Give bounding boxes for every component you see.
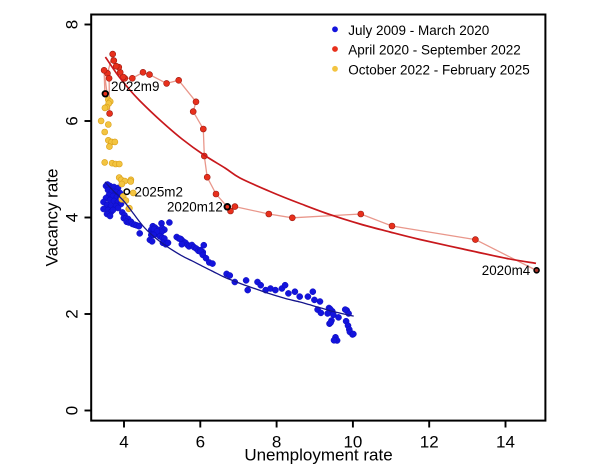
svg-text:2020m12: 2020m12 — [167, 200, 223, 215]
svg-text:6: 6 — [62, 116, 81, 125]
svg-text:2: 2 — [62, 309, 81, 318]
svg-text:14: 14 — [496, 432, 515, 451]
svg-text:0: 0 — [62, 406, 81, 415]
svg-text:July 2009 - March 2020: July 2009 - March 2020 — [348, 23, 489, 38]
svg-text:2022m9: 2022m9 — [111, 79, 159, 94]
svg-text:2025m2: 2025m2 — [135, 184, 183, 199]
svg-text:10: 10 — [343, 432, 362, 451]
svg-text:2020m4: 2020m4 — [482, 263, 531, 278]
svg-text:12: 12 — [420, 432, 439, 451]
svg-text:Unemployment rate: Unemployment rate — [244, 446, 392, 465]
svg-text:8: 8 — [272, 432, 281, 451]
svg-text:4: 4 — [62, 213, 81, 222]
svg-text:April 2020 - September 2022: April 2020 - September 2022 — [348, 43, 521, 58]
svg-text:4: 4 — [119, 432, 128, 451]
svg-text:October 2022 - February 2025: October 2022 - February 2025 — [348, 62, 530, 77]
svg-text:6: 6 — [196, 432, 205, 451]
svg-text:Vacancy rate: Vacancy rate — [43, 169, 62, 267]
svg-text:8: 8 — [62, 20, 81, 29]
